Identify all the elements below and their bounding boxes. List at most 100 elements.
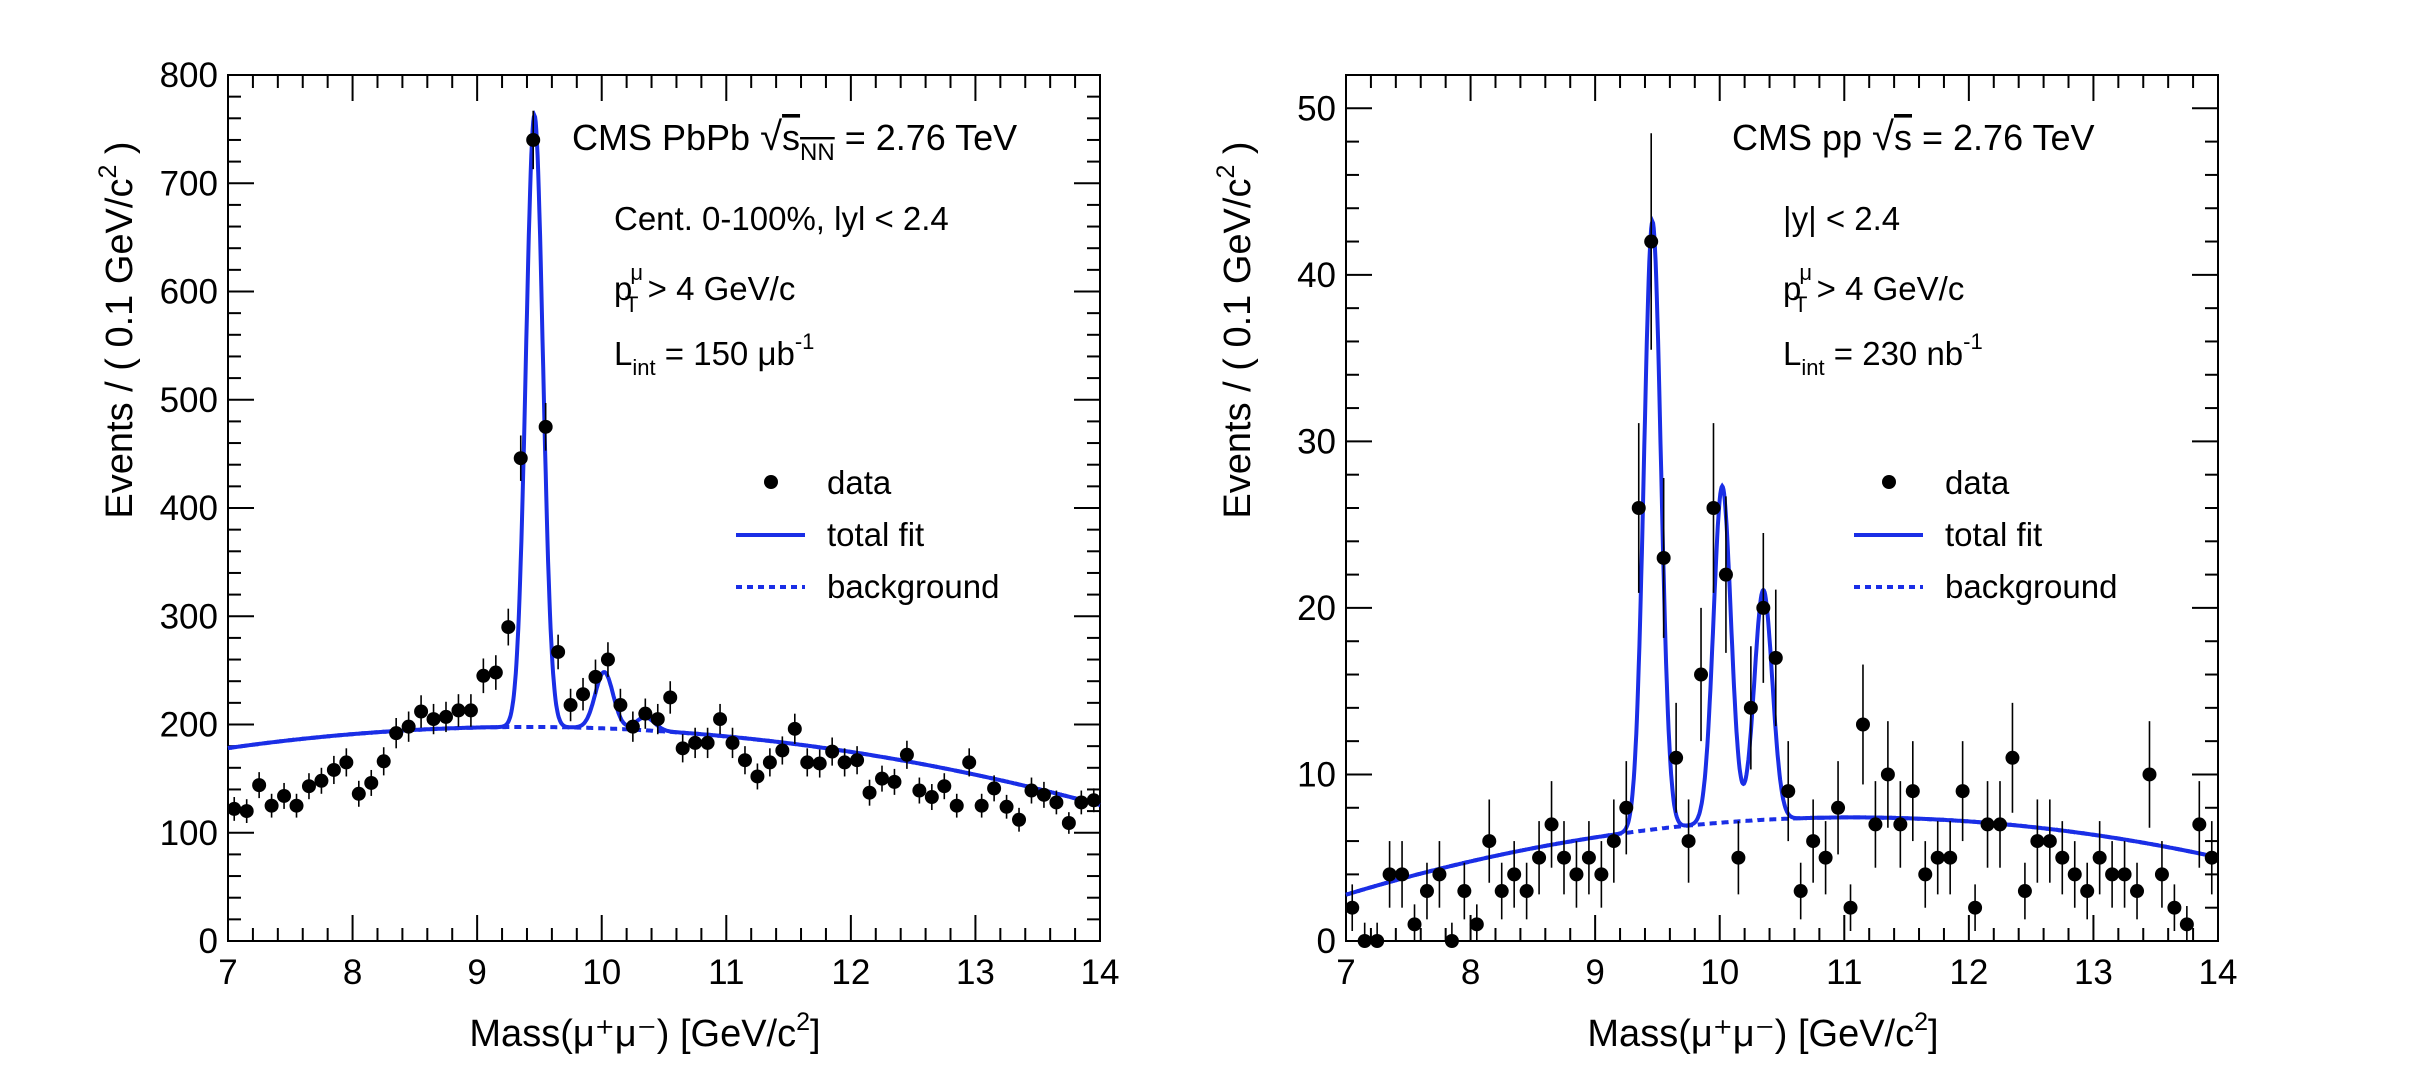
pp-data-point <box>1519 884 1534 899</box>
pbpb-x-axis-label: Mass(μ⁺μ⁻) [GeV/c2] <box>469 1008 820 1055</box>
pp-data-point <box>1743 700 1758 715</box>
pp-x-tick-label: 8 <box>1461 953 1480 992</box>
pp-data-point <box>2179 917 2194 932</box>
pbpb-data-point <box>563 698 578 713</box>
pbpb-data-point <box>937 779 952 794</box>
pp-data-point <box>1432 867 1447 882</box>
pbpb-data-point <box>875 771 889 786</box>
pbpb-data-point <box>239 804 254 819</box>
pp-data-point <box>1569 867 1584 882</box>
pp-data-point <box>2117 867 2132 882</box>
pp-data-point <box>1756 600 1771 615</box>
pbpb-data-point <box>700 735 715 750</box>
pbpb-data-point <box>389 726 404 741</box>
pp-x-axis-label: Mass(μ⁺μ⁻) [GeV/c2] <box>1587 1008 1938 1055</box>
pbpb-data-point <box>837 755 852 770</box>
pbpb-data-point <box>513 451 528 466</box>
pbpb-data-point <box>538 419 553 434</box>
pp-chart-title: CMS pp √s = 2.76 TeV <box>1732 115 2094 159</box>
pp-data-point <box>2030 834 2045 849</box>
pbpb-y-axis-label: Events / ( 0.1 GeV/c2 ) <box>94 141 141 518</box>
pp-x-tick-label: 7 <box>1336 953 1355 992</box>
pp-data-point <box>1395 867 1410 882</box>
pp-legend: data total fit background <box>1854 464 2117 605</box>
pp-data-point <box>1781 784 1796 799</box>
pbpb-data-point <box>600 652 615 667</box>
pbpb-data-point <box>974 798 989 813</box>
pp-data-point <box>1731 850 1746 865</box>
pbpb-y-tick-label: 0 <box>199 922 218 961</box>
pp-data-point <box>2092 850 2107 865</box>
pbpb-data-point <box>339 755 354 770</box>
pp-data-point <box>2105 867 2120 882</box>
pp-legend-data-label: data <box>1945 464 2010 501</box>
pp-data-point <box>1494 884 1509 899</box>
pp-data-point <box>1694 667 1709 682</box>
pbpb-data-point <box>414 704 429 719</box>
pbpb-data-point <box>999 799 1014 814</box>
pbpb-title-s: s <box>782 117 800 158</box>
pbpb-x-tick-label: 9 <box>467 953 486 992</box>
pp-data-point <box>1980 817 1995 832</box>
pp-chart-panel: CMS pp √s = 2.76 TeV |y| < 2.4 pμ T > 4 G… <box>1212 74 2237 1055</box>
pp-data-point <box>1918 867 1933 882</box>
pp-data-point <box>1930 850 1945 865</box>
pbpb-data-point <box>899 747 914 762</box>
pbpb-selection-annotation: Cent. 0-100%, lyl < 2.4 <box>614 200 949 237</box>
pp-x-tick-label: 9 <box>1585 953 1604 992</box>
pbpb-data-point <box>850 753 865 768</box>
pbpb-data-point <box>675 741 690 756</box>
pp-data-point <box>2142 767 2157 782</box>
pbpb-chart-panel: CMS PbPb √sNN = 2.76 TeV Cent. 0-100%, l… <box>94 56 1119 1055</box>
pp-data-point <box>1669 750 1684 765</box>
pp-data-point <box>1469 917 1484 932</box>
pbpb-y-tick-label: 300 <box>160 597 218 636</box>
pbpb-data-point <box>451 703 466 718</box>
pbpb-data-point <box>737 753 752 768</box>
pp-data-point <box>2130 884 2145 899</box>
pbpb-data-point <box>775 743 790 758</box>
pp-data-point <box>2080 884 2095 899</box>
pbpb-y-tick-label: 600 <box>160 273 218 312</box>
pbpb-data-point <box>426 712 441 727</box>
pbpb-data-point <box>1074 795 1089 810</box>
pbpb-lumi-annotation: Lint = 150 μb-1 <box>614 329 814 380</box>
pp-title-s: s <box>1894 117 1912 158</box>
pp-data-point <box>1843 900 1858 915</box>
pp-data-point <box>1905 784 1920 799</box>
pp-data-point <box>1382 867 1397 882</box>
pbpb-data-point <box>949 798 964 813</box>
pbpb-data-point <box>962 755 977 770</box>
pp-lumi-annotation: Lint = 230 nb-1 <box>1783 329 1983 380</box>
pp-data-point <box>1706 501 1721 515</box>
pbpb-x-tick-label: 8 <box>343 953 362 992</box>
pbpb-x-tick-label: 14 <box>1081 953 1120 992</box>
pbpb-x-tick-label: 12 <box>831 953 870 992</box>
pp-legend-data-marker <box>1882 475 1896 489</box>
pp-data-point <box>1855 717 1870 732</box>
pp-y-tick-label: 50 <box>1297 89 1336 128</box>
pbpb-title-sub: NN <box>800 139 835 166</box>
pbpb-legend-fit-label: total fit <box>827 516 924 553</box>
pp-data-point <box>1544 817 1559 832</box>
pp-data-point <box>2204 850 2219 865</box>
pbpb-data-point <box>351 786 366 801</box>
pbpb-data-point <box>277 788 292 803</box>
pbpb-title-suffix: = 2.76 TeV <box>835 117 1017 158</box>
pbpb-data-point <box>364 775 379 790</box>
pbpb-x-tick-label: 10 <box>582 953 621 992</box>
pp-data-point <box>1357 934 1372 948</box>
pp-title-sqrt: √ <box>1872 115 1894 159</box>
pp-x-tick-label: 12 <box>1949 953 1988 992</box>
pbpb-data-point <box>625 719 640 734</box>
pp-legend-bkg-label: background <box>1945 568 2117 605</box>
pbpb-data-point <box>713 712 728 727</box>
pp-data-point <box>1993 817 2007 832</box>
pbpb-x-tick-label: 13 <box>956 953 995 992</box>
pbpb-data-point <box>650 712 665 727</box>
pbpb-data-point <box>289 798 304 813</box>
pp-data-point <box>1880 767 1895 782</box>
pp-data-point <box>1656 550 1671 565</box>
pbpb-y-tick-label: 400 <box>160 489 218 528</box>
